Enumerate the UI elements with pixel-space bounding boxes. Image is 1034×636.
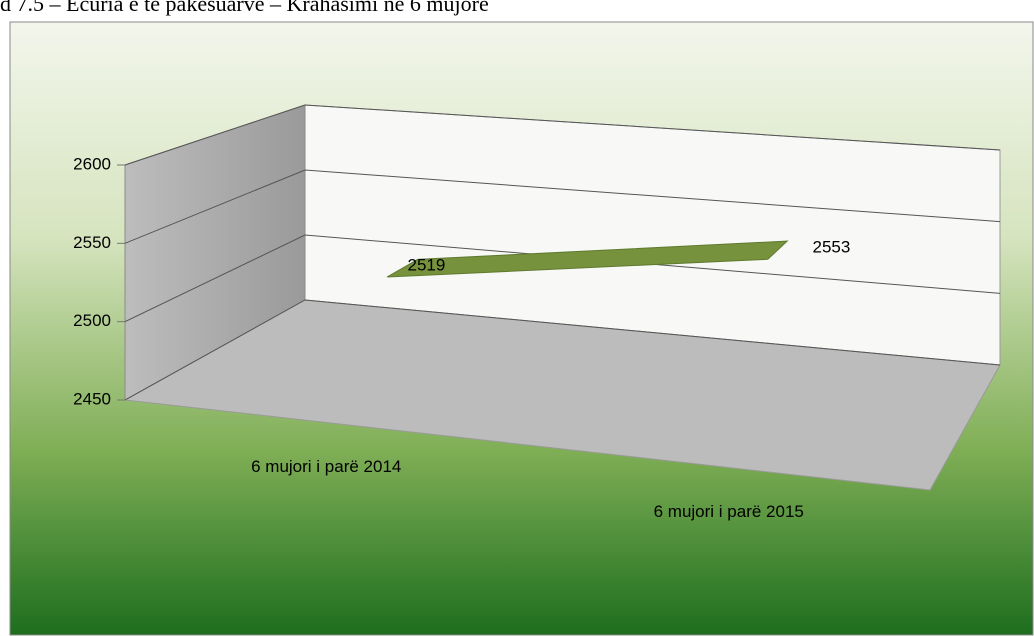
data-label: 2519 <box>408 256 446 275</box>
plot: 2450 2500 2550 2600 6 mujori i parë 2014 6 mu… <box>73 104 1001 521</box>
y-tick-label: 2500 <box>73 311 111 330</box>
grid-line <box>124 169 1001 244</box>
chart-title: d 7.5 – Ecuria e të pakësuarve – Krahasi… <box>0 0 489 16</box>
data-label: 2553 <box>813 238 851 257</box>
line-ribbon <box>387 240 789 278</box>
y-tick-label: 2450 <box>73 389 111 408</box>
grid-line <box>124 104 1001 166</box>
y-tick-label: 2550 <box>73 233 111 252</box>
grid-line <box>124 299 1001 401</box>
grid-line <box>124 234 1001 323</box>
x-tick-label: 6 mujori i parë 2015 <box>654 502 804 521</box>
y-tick-label: 2600 <box>73 154 111 173</box>
x-tick-label: 6 mujori i parë 2014 <box>251 457 401 476</box>
